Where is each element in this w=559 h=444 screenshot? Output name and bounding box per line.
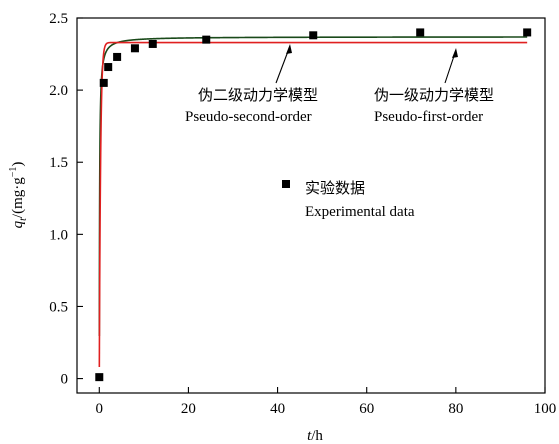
data-point — [309, 31, 318, 40]
x-tick-label: 60 — [359, 401, 374, 417]
y-axis-title: qt/(mg·g−1) — [8, 162, 29, 229]
y-tick-label: 1.0 — [49, 227, 68, 243]
data-point — [113, 52, 122, 61]
x-tick-label: 80 — [448, 401, 463, 417]
annotation-exp-en: Experimental data — [305, 204, 415, 220]
legend-marker-experimental — [282, 180, 290, 188]
arrow-head-second-order — [286, 44, 292, 54]
y-tick-label: 2.5 — [49, 11, 68, 27]
annotation-pso-en: Pseudo-second-order — [185, 109, 312, 125]
plot-frame — [76, 17, 546, 394]
x-tick-label: 20 — [181, 401, 196, 417]
annotation-pso-cn: 伪二级动力学模型 — [198, 86, 318, 104]
y-tick-label: 0.5 — [49, 299, 68, 315]
y-tick-label: 1.5 — [49, 155, 68, 171]
x-tick-label: 0 — [96, 401, 104, 417]
x-tick-label: 40 — [270, 401, 285, 417]
y-tick-label: 2.0 — [49, 83, 68, 99]
data-point — [95, 373, 104, 382]
data-point — [130, 44, 139, 53]
plot-border — [76, 17, 546, 394]
annotation-exp-cn: 实验数据 — [305, 179, 365, 197]
data-point — [523, 28, 532, 37]
data-point — [202, 35, 211, 44]
arrow-head-first-order — [452, 48, 458, 58]
axis-ticks: 0 20 40 60 80 100 0 0.5 1.0 1.5 2.0 2.5 — [49, 11, 556, 417]
data-point — [99, 78, 108, 87]
experimental-points — [95, 28, 532, 382]
annotation-pfo-en: Pseudo-first-order — [374, 109, 483, 125]
annotation-pfo-cn: 伪一级动力学模型 — [374, 86, 494, 104]
data-point — [104, 63, 113, 72]
data-point — [416, 28, 425, 37]
x-axis-title: t/h — [307, 428, 323, 444]
x-tick-label: 100 — [534, 401, 557, 417]
y-tick-label: 0 — [61, 372, 69, 388]
data-point — [148, 39, 157, 48]
